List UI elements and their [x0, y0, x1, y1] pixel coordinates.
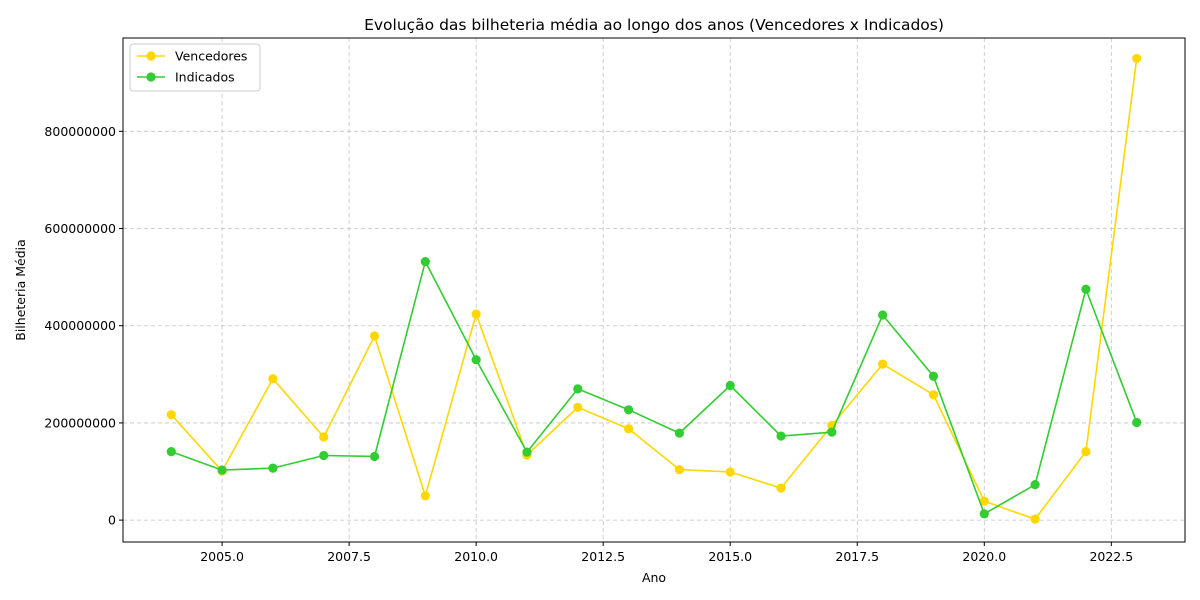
data-point — [674, 464, 685, 475]
y-axis-ticks: 0 200000000 400000000 600000000 800000000 — [44, 124, 123, 528]
y-axis-label: Bilheteria Média — [13, 239, 28, 341]
data-point — [1132, 53, 1142, 64]
x-tick-label: 2005.0 — [200, 549, 244, 564]
series-line — [170, 58, 1138, 520]
data-point — [623, 405, 634, 415]
y-tick-label: 400000000 — [44, 318, 116, 333]
x-tick-label: 2020.0 — [962, 549, 1006, 564]
data-point — [776, 431, 786, 441]
x-axis-ticks: 2005.0 2007.5 2010.0 2012.5 2015.0 2017.5 2020… — [200, 542, 1133, 564]
data-point — [928, 371, 939, 381]
data-point — [319, 432, 329, 442]
data-point — [928, 390, 939, 400]
data-point — [522, 447, 532, 457]
data-point — [268, 463, 278, 473]
data-point — [268, 374, 278, 384]
data-point — [1030, 514, 1040, 524]
x-tick-label: 2017.5 — [835, 549, 879, 564]
y-tick-label: 200000000 — [44, 415, 116, 430]
data-point — [1132, 417, 1142, 428]
data-point — [420, 491, 430, 501]
y-tick-label: 600000000 — [44, 221, 116, 236]
legend-label: Vencedores — [175, 49, 247, 64]
data-point — [979, 496, 989, 506]
data-point — [573, 384, 583, 394]
data-point — [420, 256, 430, 267]
data-point — [623, 424, 634, 434]
data-point — [725, 467, 735, 477]
x-tick-label: 2012.5 — [581, 549, 625, 564]
data-point — [979, 509, 989, 519]
series-layer — [166, 53, 1142, 524]
data-point — [573, 402, 583, 412]
legend-label: Indicados — [175, 70, 235, 85]
data-point — [1081, 284, 1091, 294]
series-indicados — [166, 256, 1142, 519]
x-tick-label: 2007.5 — [327, 549, 371, 564]
data-point — [217, 465, 227, 475]
data-point — [166, 447, 176, 457]
data-point — [878, 359, 888, 369]
legend-marker — [146, 72, 156, 82]
data-point — [1030, 480, 1040, 490]
x-tick-label: 2015.0 — [708, 549, 752, 564]
grid — [123, 38, 1185, 542]
data-point — [369, 451, 380, 462]
data-point — [471, 309, 481, 319]
chart-title: Evolução das bilheteria média ao longo d… — [364, 16, 944, 34]
data-point — [776, 483, 786, 493]
x-tick-label: 2022.5 — [1089, 549, 1133, 564]
legend: Vencedores Indicados — [129, 43, 261, 92]
data-point — [827, 427, 837, 437]
y-tick-label: 0 — [108, 513, 116, 528]
x-axis-label: Ano — [642, 570, 666, 585]
legend-marker — [146, 51, 156, 61]
data-point — [674, 428, 685, 438]
data-point — [471, 355, 481, 365]
data-point — [878, 310, 888, 320]
plot-frame — [122, 37, 1186, 543]
data-point — [1081, 447, 1091, 457]
data-point — [319, 450, 329, 461]
x-tick-label: 2010.0 — [454, 549, 498, 564]
data-point — [725, 380, 735, 391]
y-tick-label: 800000000 — [44, 124, 116, 139]
series-line — [170, 260, 1138, 515]
data-point — [369, 331, 380, 341]
series-vencedores — [166, 53, 1142, 524]
data-point — [166, 410, 176, 420]
